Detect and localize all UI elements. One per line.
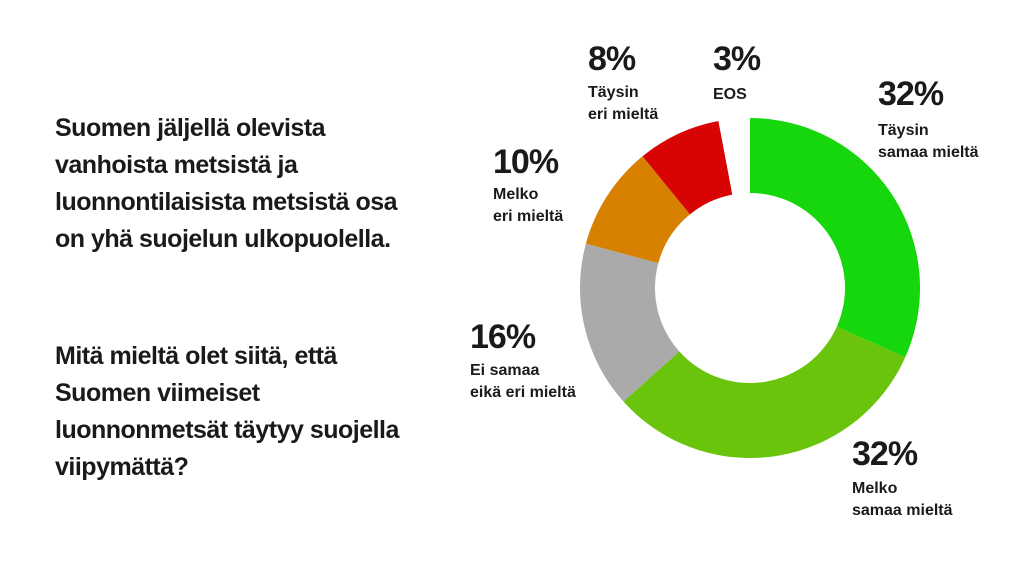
category-label: Melko eri mieltä xyxy=(493,186,564,225)
value-label: 16% xyxy=(470,318,536,356)
question-intro: Suomen jäljellä olevista vanhoista metsi… xyxy=(55,114,398,253)
category-label: EOS xyxy=(713,86,747,103)
question: Mitä mieltä olet siitä, että Suomen viim… xyxy=(55,342,399,481)
category-label: Täysin samaa mieltä xyxy=(878,122,979,161)
value-label: 10% xyxy=(493,143,559,181)
value-label: 32% xyxy=(852,435,918,473)
category-label: Melko samaa mieltä xyxy=(852,480,953,519)
donut-slice xyxy=(623,326,906,459)
donut-slice xyxy=(585,156,690,264)
donut-slice xyxy=(642,120,733,215)
category-label: Täysin eri mieltä xyxy=(588,84,659,123)
donut-slice xyxy=(718,118,750,195)
value-label: 3% xyxy=(713,40,761,78)
donut-slice xyxy=(750,118,921,358)
value-label: 32% xyxy=(878,75,944,113)
value-label: 8% xyxy=(588,40,636,78)
category-label: Ei samaa eikä eri mieltä xyxy=(470,362,576,401)
donut-slice xyxy=(580,243,680,402)
